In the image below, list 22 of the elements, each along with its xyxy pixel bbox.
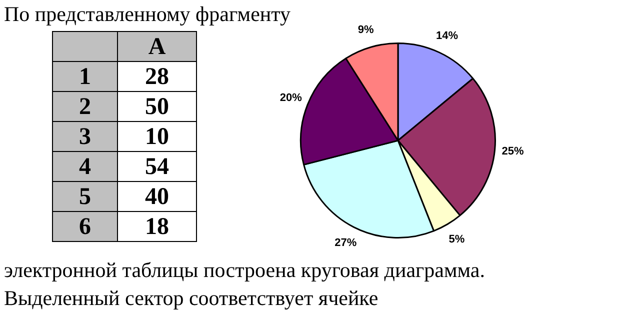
data-label: 10 (118, 122, 196, 152)
y-tick-label: 5 (52, 182, 118, 212)
text: Выделенный сектор соответствует ячейке (4, 286, 378, 310)
data-label: 5% (448, 234, 465, 246)
chart-title: По представленному фрагменту (4, 2, 291, 26)
data-label: 40 (118, 182, 196, 212)
data-label: 25% (502, 145, 524, 158)
data-label: 50 (118, 92, 196, 122)
y-tick-label: 3 (52, 122, 118, 152)
data-label: 54 (118, 152, 196, 182)
data-label: 28 (118, 62, 196, 92)
y-tick-label: 2 (52, 92, 118, 122)
data-label: 9% (358, 24, 374, 36)
y-tick-label: 4 (52, 152, 118, 182)
x-tick-label: A (118, 32, 196, 62)
data-label: 27% (334, 237, 357, 250)
y-tick-label: 6 (52, 212, 118, 242)
y-tick-label: 1 (52, 62, 118, 92)
data-label: 20% (280, 92, 302, 104)
data-label: 18 (118, 212, 196, 242)
text: электронной таблицы построена круговая диаграмма. (4, 258, 485, 282)
data-label: 14% (436, 30, 458, 42)
